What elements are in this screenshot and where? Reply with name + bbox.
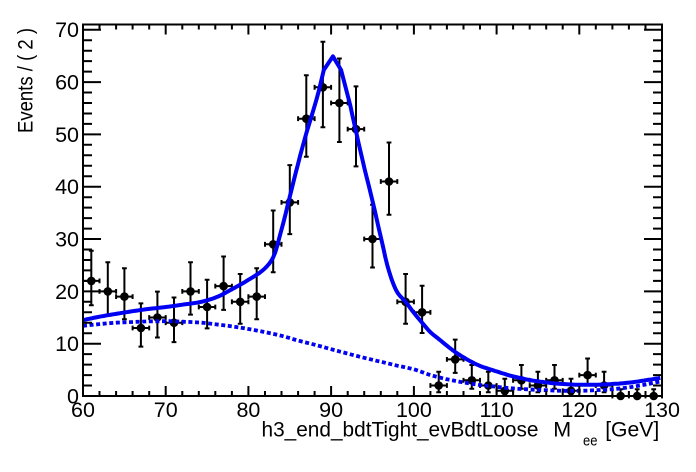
- svg-text:h3_end_bdtTight_evBdtLoose: h3_end_bdtTight_evBdtLoose: [262, 417, 539, 441]
- svg-text:80: 80: [236, 398, 260, 422]
- svg-text:90: 90: [319, 398, 343, 422]
- svg-text:60: 60: [55, 71, 79, 95]
- svg-text:130: 130: [644, 398, 680, 422]
- svg-text:100: 100: [396, 398, 432, 422]
- svg-text:120: 120: [561, 398, 597, 422]
- svg-text:70: 70: [154, 398, 178, 422]
- svg-text:Events / ( 2 ): Events / ( 2 ): [14, 28, 38, 133]
- svg-text:20: 20: [55, 280, 79, 304]
- svg-text:10: 10: [55, 332, 79, 356]
- svg-text:40: 40: [55, 175, 79, 199]
- svg-text:70: 70: [55, 18, 79, 42]
- svg-text:ee: ee: [583, 434, 598, 450]
- svg-text:60: 60: [71, 398, 95, 422]
- svg-text:30: 30: [55, 227, 79, 251]
- svg-text:0: 0: [67, 384, 79, 408]
- svg-text:50: 50: [55, 123, 79, 147]
- svg-text:110: 110: [479, 398, 513, 422]
- svg-text:[GeV]: [GeV]: [605, 417, 659, 441]
- svg-text:M: M: [553, 417, 571, 441]
